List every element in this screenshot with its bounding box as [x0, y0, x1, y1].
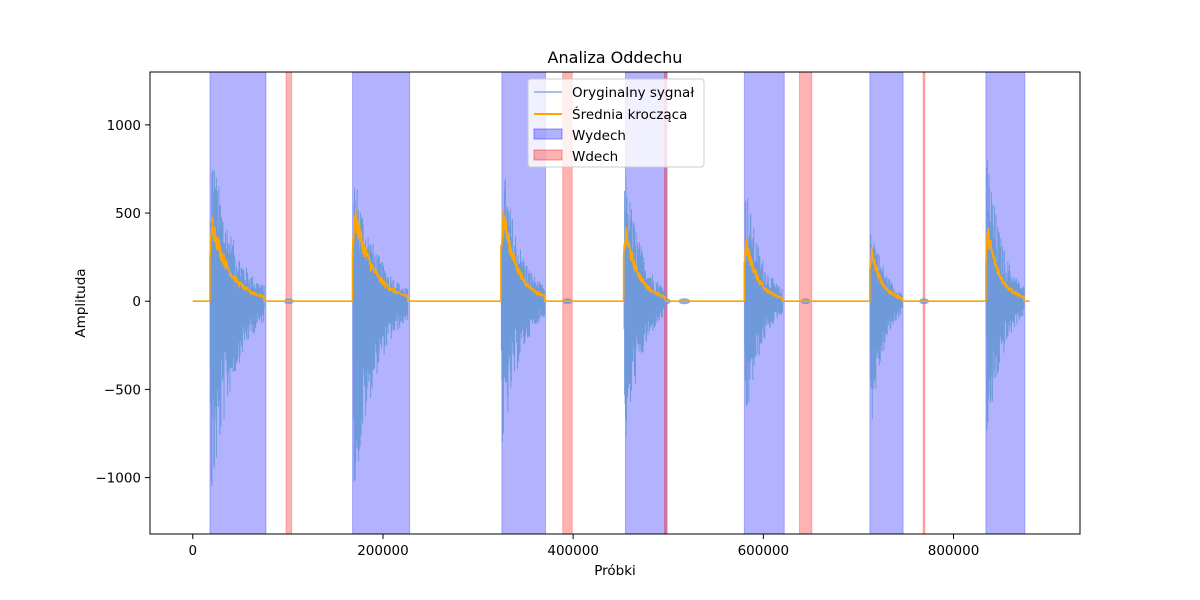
legend-swatch-inhale	[533, 149, 563, 161]
original-signal-burst-6	[985, 159, 1025, 431]
original-signal-burst-3	[623, 177, 666, 438]
legend: Oryginalny sygnał Średnia krocząca Wydec…	[527, 78, 705, 168]
plot-frame	[149, 71, 1081, 535]
original-signal-burst-2	[500, 178, 546, 442]
legend-label-exhale: Wydech	[572, 128, 626, 144]
plot-area	[192, 71, 1030, 535]
x-tick-label-0: 0	[188, 543, 197, 559]
y-axis: −1000 −500 0 500 1000	[95, 118, 150, 487]
original-signal-burst-5	[869, 234, 903, 419]
x-axis-label: Próbki	[594, 563, 636, 579]
y-axis-label: Amplituda	[73, 268, 89, 337]
chart-title: Analiza Oddechu	[548, 48, 683, 67]
legend-label-moving-average: Średnia krocząca	[572, 105, 687, 123]
x-tick-label-2: 400000	[547, 543, 599, 559]
x-axis: 0 200000 400000 600000 800000	[188, 534, 979, 559]
y-tick-label-4: 1000	[107, 118, 141, 134]
original-signal-burst-4	[744, 198, 783, 407]
legend-label-inhale: Wdech	[572, 149, 618, 165]
y-tick-label-0: −1000	[95, 471, 141, 487]
y-tick-label-1: −500	[104, 382, 141, 398]
y-tick-label-2: 0	[132, 294, 141, 310]
x-tick-label-4: 800000	[928, 543, 980, 559]
x-tick-label-1: 200000	[357, 543, 409, 559]
moving-average-line	[192, 209, 1030, 302]
legend-swatch-exhale	[533, 128, 563, 140]
original-signal-burst-0	[209, 169, 265, 486]
y-tick-label-3: 500	[115, 206, 141, 222]
original-signal-burst-1	[352, 187, 409, 482]
legend-frame	[527, 78, 705, 168]
x-tick-label-3: 600000	[738, 543, 790, 559]
legend-label-original: Oryginalny sygnał	[572, 85, 694, 101]
